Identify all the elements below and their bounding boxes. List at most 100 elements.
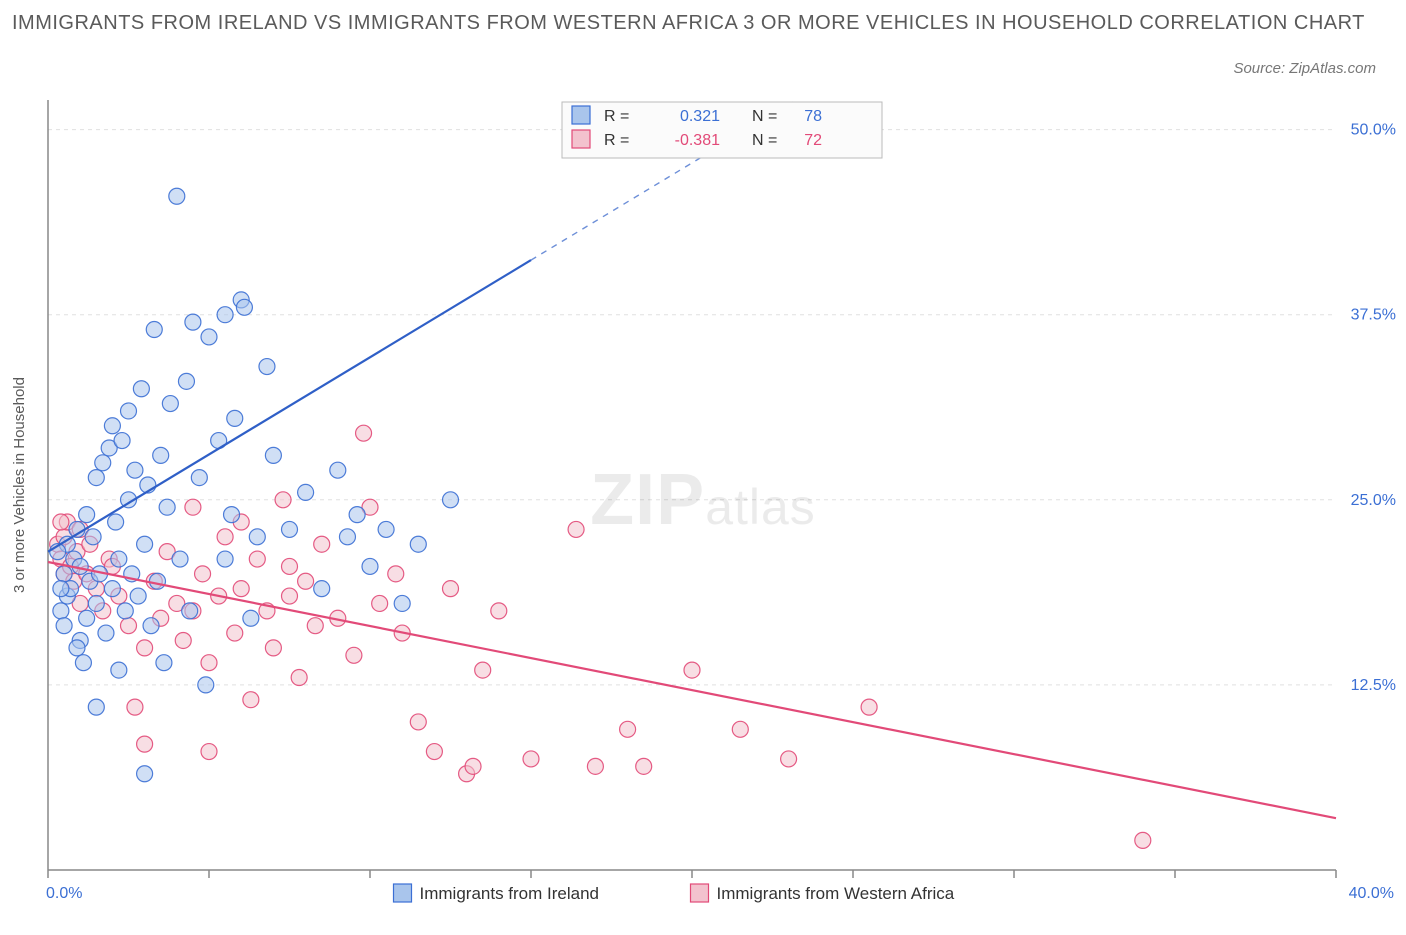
point-ireland	[137, 766, 153, 782]
point-wafrica	[861, 699, 877, 715]
point-ireland	[95, 455, 111, 471]
point-wafrica	[195, 566, 211, 582]
stats-swatch	[572, 130, 590, 148]
point-wafrica	[282, 588, 298, 604]
point-ireland	[104, 581, 120, 597]
point-ireland	[217, 551, 233, 567]
stats-n-label: N =	[752, 132, 777, 149]
point-wafrica	[137, 736, 153, 752]
point-ireland	[98, 625, 114, 641]
y-tick-label: 25.0%	[1351, 492, 1396, 509]
point-ireland	[236, 299, 252, 315]
stats-r-value: 0.321	[680, 108, 720, 125]
point-ireland	[114, 433, 130, 449]
point-ireland	[410, 536, 426, 552]
legend-swatch	[691, 884, 709, 902]
point-wafrica	[684, 662, 700, 678]
source-label: Source: ZipAtlas.com	[1233, 60, 1376, 77]
point-wafrica	[227, 625, 243, 641]
point-wafrica	[201, 655, 217, 671]
point-ireland	[133, 381, 149, 397]
point-wafrica	[410, 714, 426, 730]
stats-r-label: R =	[604, 108, 629, 125]
point-wafrica	[732, 721, 748, 737]
point-ireland	[104, 418, 120, 434]
point-ireland	[143, 618, 159, 634]
point-wafrica	[523, 751, 539, 767]
point-wafrica	[233, 581, 249, 597]
point-ireland	[178, 373, 194, 389]
point-ireland	[130, 588, 146, 604]
point-ireland	[79, 610, 95, 626]
point-wafrica	[491, 603, 507, 619]
stats-n-value: 72	[804, 132, 822, 149]
point-ireland	[314, 581, 330, 597]
point-ireland	[443, 492, 459, 508]
point-ireland	[394, 595, 410, 611]
point-ireland	[185, 314, 201, 330]
point-ireland	[172, 551, 188, 567]
point-wafrica	[175, 632, 191, 648]
point-wafrica	[314, 536, 330, 552]
point-wafrica	[243, 692, 259, 708]
y-axis-label: 3 or more Vehicles in Household	[11, 377, 28, 593]
point-ireland	[224, 507, 240, 523]
point-wafrica	[443, 581, 459, 597]
point-ireland	[79, 507, 95, 523]
point-ireland	[149, 573, 165, 589]
point-wafrica	[1135, 832, 1151, 848]
point-wafrica	[465, 758, 481, 774]
point-ireland	[259, 359, 275, 375]
point-wafrica	[265, 640, 281, 656]
stats-r-value: -0.381	[675, 132, 720, 149]
point-ireland	[153, 447, 169, 463]
point-wafrica	[587, 758, 603, 774]
point-ireland	[56, 566, 72, 582]
point-ireland	[201, 329, 217, 345]
point-ireland	[146, 322, 162, 338]
point-ireland	[298, 484, 314, 500]
point-ireland	[111, 662, 127, 678]
point-ireland	[282, 521, 298, 537]
point-wafrica	[282, 558, 298, 574]
point-ireland	[69, 640, 85, 656]
point-ireland	[117, 603, 133, 619]
x-min-label: 0.0%	[46, 885, 82, 902]
point-ireland	[378, 521, 394, 537]
stats-r-label: R =	[604, 132, 629, 149]
point-ireland	[156, 655, 172, 671]
point-ireland	[108, 514, 124, 530]
point-wafrica	[307, 618, 323, 634]
point-ireland	[127, 462, 143, 478]
point-wafrica	[217, 529, 233, 545]
point-ireland	[75, 655, 91, 671]
point-ireland	[191, 470, 207, 486]
point-ireland	[349, 507, 365, 523]
legend-label: Immigrants from Ireland	[420, 884, 600, 903]
chart-title: IMMIGRANTS FROM IRELAND VS IMMIGRANTS FR…	[12, 8, 1386, 38]
point-ireland	[159, 499, 175, 515]
point-ireland	[198, 677, 214, 693]
y-tick-label: 50.0%	[1351, 122, 1396, 139]
chart-area: 12.5%25.0%37.5%50.0%0.0%40.0%3 or more V…	[0, 85, 1406, 930]
point-ireland	[362, 558, 378, 574]
point-wafrica	[388, 566, 404, 582]
point-wafrica	[372, 595, 388, 611]
y-tick-label: 37.5%	[1351, 307, 1396, 324]
y-tick-label: 12.5%	[1351, 677, 1396, 694]
point-ireland	[56, 618, 72, 634]
point-ireland	[330, 462, 346, 478]
point-ireland	[249, 529, 265, 545]
point-ireland	[53, 581, 69, 597]
regression-ireland	[48, 260, 531, 552]
point-ireland	[162, 396, 178, 412]
point-wafrica	[137, 640, 153, 656]
point-ireland	[85, 529, 101, 545]
point-ireland	[243, 610, 259, 626]
point-wafrica	[568, 521, 584, 537]
point-ireland	[217, 307, 233, 323]
point-wafrica	[121, 618, 137, 634]
point-ireland	[227, 410, 243, 426]
point-wafrica	[781, 751, 797, 767]
point-ireland	[137, 536, 153, 552]
